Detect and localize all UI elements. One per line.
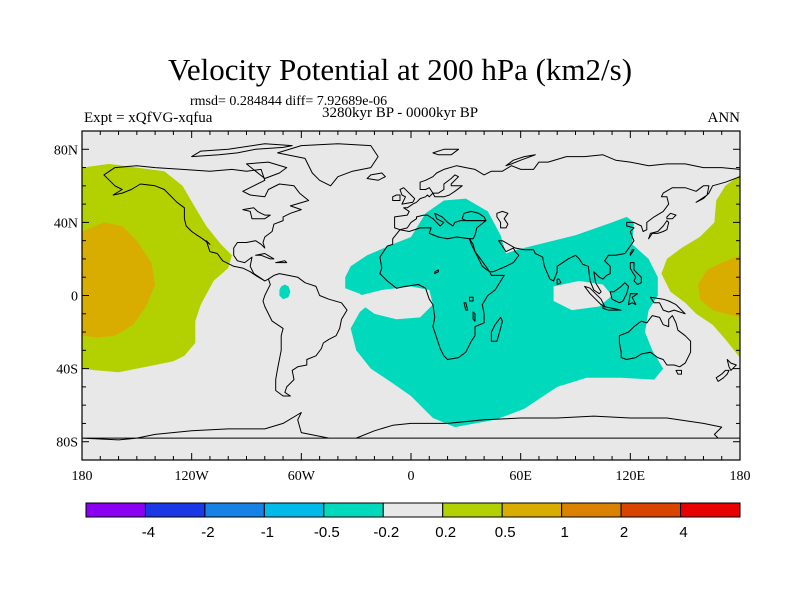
coastline-africa: [379, 227, 505, 360]
coastline-sulawesi: [628, 293, 639, 306]
contour-region-pacific-positive-core: [82, 222, 156, 338]
contour-region-westpacific-positive-core: [698, 255, 740, 318]
coastline-great-britain: [399, 187, 416, 205]
colorbar-swatch: [501, 502, 563, 518]
colorbar-label: -1: [261, 524, 274, 541]
coastline-ireland: [392, 194, 401, 201]
coastline-new-zealand-south: [715, 369, 730, 382]
coastline-japan: [648, 220, 670, 240]
statistics-text: rmsd= 0.284844 diff= 7.92689e-06: [190, 94, 388, 109]
coastline-eurasia: [394, 154, 740, 295]
lake-lake-victoria: [469, 296, 474, 302]
colorbar-label: 4: [679, 524, 687, 541]
season-label: ANN: [707, 110, 741, 126]
x-tick-label: 60W: [288, 469, 316, 484]
y-tick-label: 40N: [54, 216, 78, 231]
coastline-java: [602, 306, 622, 311]
colorbar-swatch: [323, 502, 384, 518]
y-tick-label: 80N: [54, 143, 78, 158]
coastline-black-sea: [461, 210, 487, 222]
contour-region-atlantic-hole: [359, 286, 433, 320]
figure-title: Velocity Potential at 200 hPa (km2/s): [167, 52, 633, 87]
coastline-iceland: [366, 172, 386, 181]
colorbar-swatch: [680, 502, 741, 518]
coastline-taiwan: [629, 249, 635, 256]
contour-region-amazon-blob: [279, 284, 291, 300]
coastline-greenland: [277, 143, 379, 187]
lake-lake-tanganyika: [463, 302, 469, 311]
coastline-arctic-islands: [191, 143, 293, 158]
colorbar-swatch: [85, 502, 146, 518]
contour-fill-layer: [82, 163, 740, 428]
contour-region-indian-atlantic-negative: [345, 198, 664, 428]
colorbar-swatch: [382, 502, 444, 518]
coastline-south-america: [262, 273, 348, 397]
coastline-philippines: [629, 262, 642, 285]
colorbar-label: 0.2: [435, 524, 456, 541]
x-tick-label: 60E: [509, 469, 532, 484]
colorbar-label: 2: [620, 524, 628, 541]
colorbar-swatch: [204, 502, 265, 518]
colorbar-swatch: [144, 502, 206, 518]
lake-lake-malawi: [472, 311, 476, 322]
y-tick-label: 0: [71, 290, 78, 305]
x-tick-label: 0: [408, 469, 415, 484]
contour-region-indian-hole: [553, 280, 613, 311]
colorbar-label: 0.5: [495, 524, 516, 541]
coastline-new-zealand-north: [726, 359, 737, 371]
coastline-layer: [82, 143, 740, 441]
lake-lake-chad: [434, 269, 439, 275]
x-tick-label: 180: [72, 469, 93, 484]
axis-ticks: [81, 131, 741, 460]
period-label: 3280kyr BP - 0000kyr BP: [322, 105, 479, 121]
coastline-sumatra: [584, 285, 606, 307]
colorbar-swatch: [442, 502, 503, 518]
coastline-cuba: [255, 253, 275, 260]
colorbar-label: -2: [201, 524, 214, 541]
x-tick-label: 180: [730, 469, 751, 484]
colorbar-label: 1: [560, 524, 568, 541]
coastline-caspian-sea: [496, 210, 509, 229]
x-tick-label: 120E: [616, 469, 646, 484]
coastline-tasmania: [675, 369, 682, 375]
colorbar-swatch: [620, 502, 682, 518]
colorbar-swatch: [561, 502, 622, 518]
coastline-madagascar: [490, 316, 503, 342]
coastline-australia: [618, 315, 692, 368]
coastline-hokkaido: [666, 212, 677, 220]
colorbar-label: -0.2: [373, 524, 399, 541]
y-tick-label: 80S: [56, 436, 78, 451]
coastline-baltic-scandinavia: [432, 174, 463, 198]
lake-great-lakes: [242, 207, 271, 220]
coastline-borneo: [609, 282, 629, 304]
y-tick-label: 40S: [56, 363, 78, 378]
experiment-label: Expt = xQfVG-xqfua: [84, 110, 213, 126]
axis-tick-labels: 180 120W 60W 0 60E 120E 180 80N 40N 0 40S 80S: [54, 143, 751, 484]
coastline-svalbard: [432, 148, 459, 156]
coastline-sri-lanka: [556, 278, 562, 285]
coastline-hispaniola: [275, 260, 288, 264]
x-tick-label: 120W: [175, 469, 210, 484]
colorbar-swatch: [263, 502, 325, 518]
colorbar-label: -0.5: [314, 524, 340, 541]
coastline-north-america: [103, 165, 310, 282]
colorbar: -4 -2 -1 -0.5 -0.2 0.2 0.5 1 2 4: [85, 502, 741, 541]
coastline-novaya-zemlya: [505, 154, 536, 167]
colorbar-label: -4: [142, 524, 155, 541]
coastline-baffin-island: [246, 161, 288, 179]
coastline-antarctica: [82, 412, 740, 441]
coastline-new-guinea: [649, 296, 686, 315]
